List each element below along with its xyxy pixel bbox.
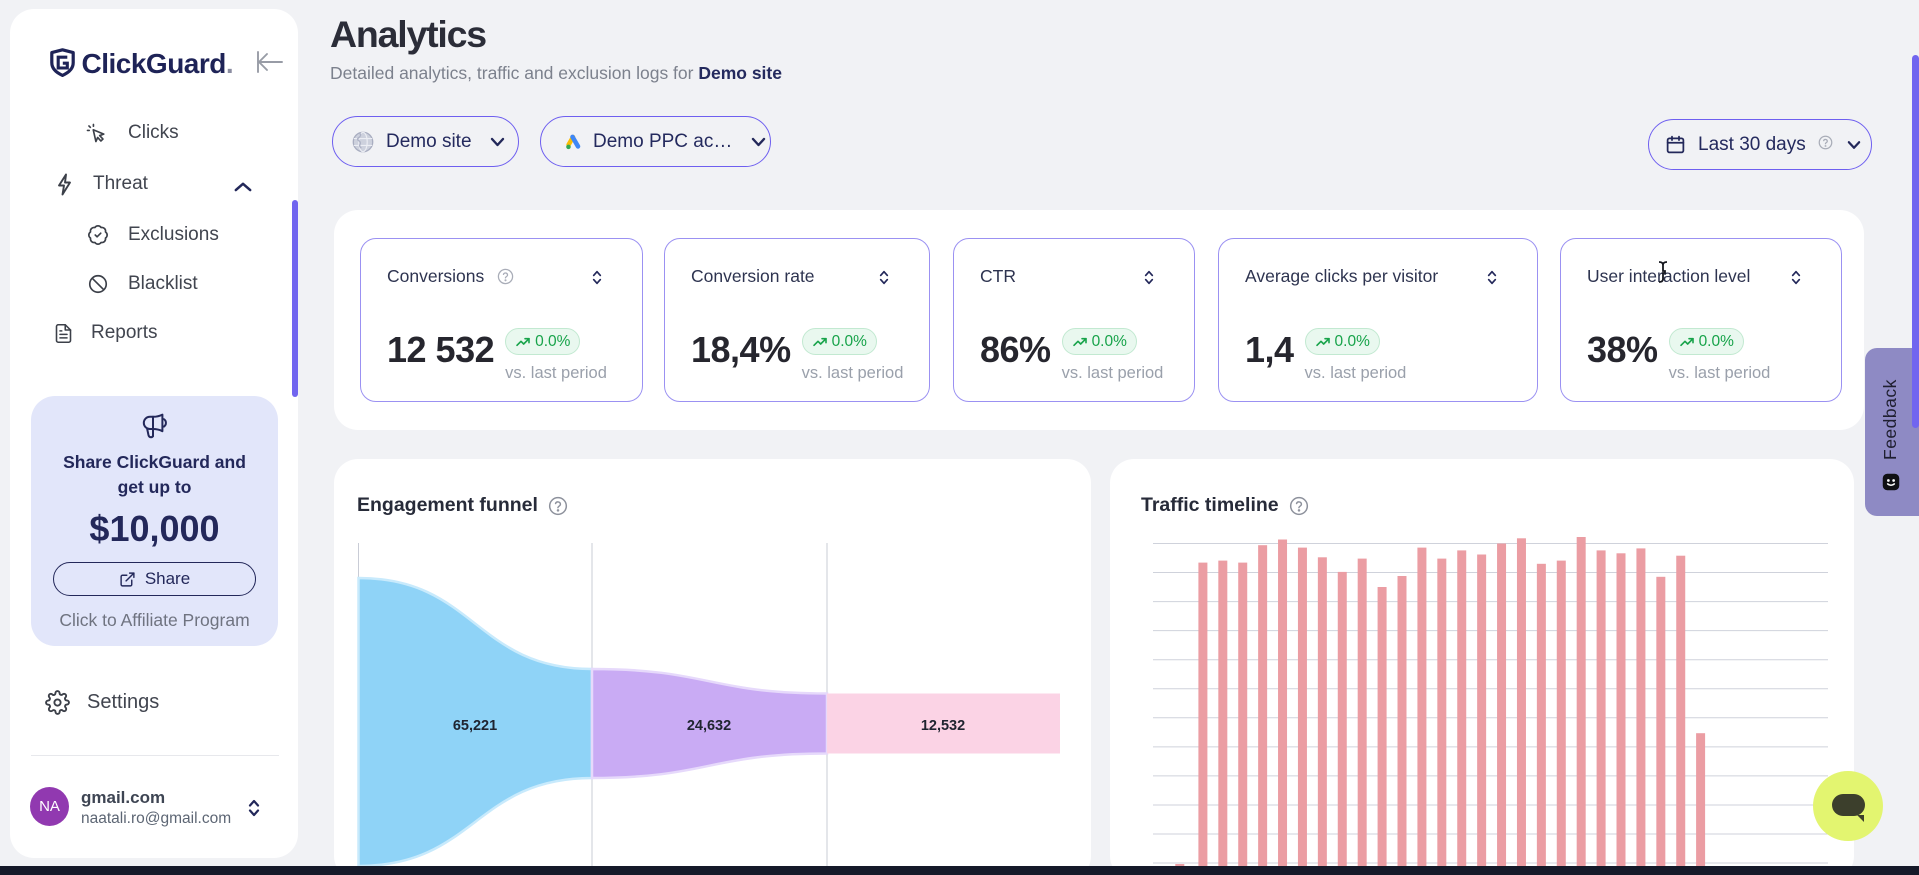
svg-text:12,532: 12,532 bbox=[921, 718, 965, 734]
svg-text:24,632: 24,632 bbox=[687, 718, 731, 734]
svg-text:ClickGuard.: ClickGuard. bbox=[82, 48, 234, 79]
svg-text:65,221: 65,221 bbox=[453, 718, 497, 734]
